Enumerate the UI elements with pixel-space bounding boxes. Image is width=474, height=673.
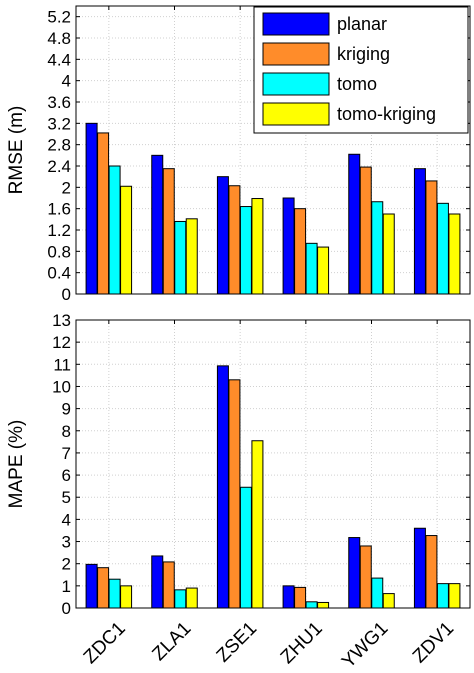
bar-planar-ZDC1	[85, 563, 98, 609]
y-tick-label: 1.2	[47, 221, 71, 240]
bar-kriging-ZDV1	[425, 535, 438, 609]
bar-tomo-ZDC1	[108, 578, 121, 609]
bar-tomo-kriging-ZLA1	[185, 218, 198, 295]
bar-tomo-ZSE1	[239, 206, 252, 295]
y-tick-label: 12	[52, 333, 71, 352]
bar-tomo-kriging-ZDV1	[448, 583, 461, 609]
legend-swatch-planar	[262, 12, 330, 36]
y-tick-label: 3.2	[47, 114, 71, 133]
bar-planar-ZHU1	[282, 197, 295, 295]
bar-tomo-kriging-YWG1	[382, 593, 395, 609]
legend-label-planar: planar	[337, 14, 387, 34]
bar-tomo-ZLA1	[174, 589, 187, 609]
bar-tomo-kriging-ZLA1	[185, 587, 198, 609]
bar-kriging-ZLA1	[162, 168, 175, 295]
bar-tomo-kriging-ZHU1	[317, 246, 330, 295]
bar-kriging-ZDV1	[425, 180, 438, 295]
y-tick-label: 0	[62, 599, 71, 618]
bar-tomo-YWG1	[371, 201, 384, 295]
axes-box	[75, 5, 471, 295]
y-tick-label: 1	[62, 577, 71, 596]
chart-panel-1: 0 0.4 0.8 1.2 1.6 2 2.4 2.8 3.2 3.6 4 4.4 4.8 5.2 RMSE…	[6, 5, 471, 304]
y-axis-label: MAPE (%)	[6, 420, 27, 509]
bar-tomo-kriging-ZDC1	[120, 585, 133, 609]
y-tick-label: 2.4	[47, 157, 71, 176]
bar-planar-ZLA1	[151, 154, 164, 295]
y-tick-label: 3	[62, 533, 71, 552]
bar-kriging-ZHU1	[294, 586, 307, 609]
bar-kriging-ZSE1	[228, 185, 241, 295]
x-category-label: YWG1	[338, 618, 392, 672]
bar-kriging-YWG1	[359, 166, 372, 295]
y-tick-label: 7	[62, 444, 71, 463]
bar-tomo-ZLA1	[174, 220, 187, 295]
bar-tomo-kriging-YWG1	[382, 213, 395, 295]
y-tick-label: 0.8	[47, 242, 71, 261]
y-tick-label: 4	[62, 72, 71, 91]
legend-swatch-tomo-kriging	[262, 102, 330, 126]
y-tick-label: 8	[62, 422, 71, 441]
bar-tomo-ZDV1	[436, 583, 449, 609]
y-tick-label: 0.4	[47, 264, 71, 283]
y-axis-label: RMSE (m)	[6, 106, 27, 195]
bar-tomo-ZHU1	[305, 242, 318, 295]
bar-tomo-ZDV1	[436, 202, 449, 295]
legend-label-tomo-kriging: tomo-kriging	[337, 104, 436, 124]
bar-planar-ZLA1	[151, 555, 164, 609]
axes-box	[75, 319, 471, 609]
y-tick-label: 2	[62, 178, 71, 197]
legend-label-tomo: tomo	[337, 74, 377, 94]
legend-swatch-tomo	[262, 72, 330, 96]
y-tick-label: 11	[53, 355, 71, 374]
y-tick-label: 6	[62, 466, 71, 485]
bar-planar-ZSE1	[216, 365, 229, 609]
bar-tomo-kriging-ZDC1	[120, 185, 133, 295]
y-tick-label: 1.6	[47, 200, 71, 219]
bar-kriging-ZDC1	[97, 132, 110, 295]
y-tick-label: 4	[62, 510, 71, 529]
bar-planar-ZHU1	[282, 585, 295, 609]
y-tick-label: 5	[62, 488, 71, 507]
x-category-label: ZSE1	[213, 618, 261, 666]
bar-kriging-ZLA1	[162, 561, 175, 609]
x-category-label: ZDV1	[409, 618, 458, 667]
y-tick-label: 2	[62, 555, 71, 574]
bar-tomo-ZHU1	[305, 601, 318, 609]
bar-kriging-YWG1	[359, 545, 372, 609]
bar-planar-ZDV1	[413, 527, 426, 609]
y-tick-label: 2.8	[47, 136, 71, 155]
bar-planar-YWG1	[348, 537, 361, 609]
bar-tomo-ZDC1	[108, 165, 121, 295]
bar-tomo-kriging-ZSE1	[251, 440, 264, 609]
bar-tomo-kriging-ZDV1	[448, 213, 461, 295]
bar-tomo-kriging-ZSE1	[251, 198, 264, 295]
y-tick-label: 4.8	[47, 29, 71, 48]
bar-planar-YWG1	[348, 153, 361, 295]
bar-kriging-ZSE1	[228, 379, 241, 609]
y-tick-label: 9	[62, 400, 71, 419]
x-category-label: ZHU1	[277, 618, 327, 668]
y-tick-label: 4.4	[47, 50, 71, 69]
bar-kriging-ZDC1	[97, 567, 110, 609]
y-tick-label: 10	[52, 377, 71, 396]
x-category-label: ZDC1	[80, 618, 130, 668]
bar-planar-ZDV1	[413, 168, 426, 295]
bar-planar-ZDC1	[85, 122, 98, 295]
bar-planar-ZSE1	[216, 176, 229, 295]
bar-tomo-ZSE1	[239, 486, 252, 609]
bar-tomo-kriging-ZHU1	[317, 601, 330, 609]
y-tick-label: 3.6	[47, 93, 71, 112]
y-tick-label: 0	[62, 285, 71, 304]
bar-kriging-ZHU1	[294, 208, 307, 295]
legend: planar kriging tomo tomo-kriging	[253, 6, 469, 134]
legend-swatch-kriging	[262, 42, 330, 66]
bar-tomo-YWG1	[371, 577, 384, 609]
y-tick-label: 13	[52, 311, 71, 330]
x-category-label: ZLA1	[148, 618, 195, 665]
legend-label-kriging: kriging	[337, 44, 390, 64]
y-tick-label: 5.2	[47, 8, 71, 27]
